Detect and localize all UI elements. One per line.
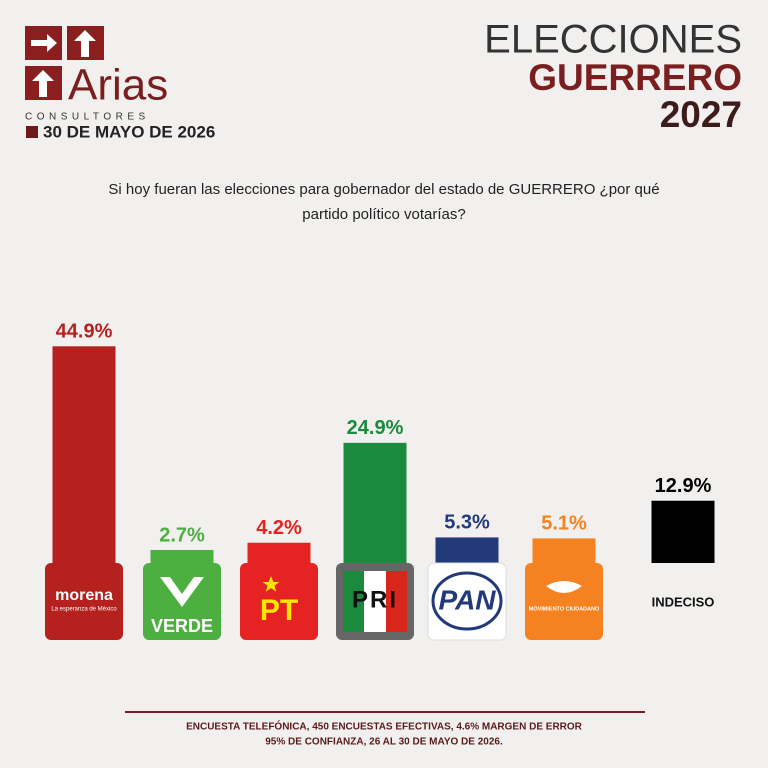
logo-mark: [364, 571, 386, 632]
party-logo: [525, 563, 603, 640]
brand-logo: [25, 26, 104, 138]
logo-mark: [546, 581, 582, 593]
category-label: PRI: [352, 586, 398, 613]
value-label: 44.9%: [56, 321, 113, 343]
bar: [435, 537, 499, 563]
logo-mark: [160, 577, 204, 607]
category-label: PT: [260, 594, 298, 627]
value-label: 4.2%: [256, 517, 302, 539]
category-label: INDECISO: [652, 594, 715, 609]
brand: Arias: [68, 61, 168, 110]
bar: [52, 346, 116, 563]
brand-sub: CONSULTORES: [25, 112, 150, 123]
bar: [343, 442, 407, 563]
value-label: 5.3%: [444, 512, 490, 534]
title-line: GUERRERO: [528, 57, 742, 98]
category-label: PAN: [438, 584, 496, 615]
party-logo: [240, 563, 318, 640]
bar: [532, 538, 596, 563]
bar: [247, 542, 311, 563]
title-line: 2027: [660, 94, 742, 135]
logo-mark: [386, 571, 407, 632]
title-line: ELECCIONES: [484, 18, 742, 62]
category-label: VERDE: [151, 616, 213, 636]
logo-mark: [262, 576, 280, 592]
question: Si hoy fueran las elecciones para gobern…: [108, 181, 659, 198]
value-label: 24.9%: [347, 417, 404, 439]
logo-mark: [343, 571, 364, 632]
bar: [150, 549, 214, 563]
date: 30 DE MAYO DE 2026: [43, 122, 215, 141]
value-label: 2.7%: [159, 524, 205, 546]
category-label: morena: [55, 587, 113, 604]
bar: [651, 500, 715, 563]
party-logo: [45, 563, 123, 640]
logo-mark: [431, 571, 503, 631]
footnote: ENCUESTA TELEFÓNICA, 450 ENCUESTAS EFECT…: [186, 720, 583, 733]
logo-subtitle: La esperanza de México: [51, 607, 117, 613]
category-label: MOVIMIENTO CIUDADANO: [529, 606, 600, 612]
question: partido político votarías?: [302, 206, 465, 223]
value-label: 12.9%: [655, 475, 712, 497]
party-logo: [427, 562, 507, 641]
footnote: 95% DE CONFIANZA, 26 AL 30 DE MAYO DE 20…: [265, 737, 503, 748]
value-label: 5.1%: [541, 513, 587, 535]
